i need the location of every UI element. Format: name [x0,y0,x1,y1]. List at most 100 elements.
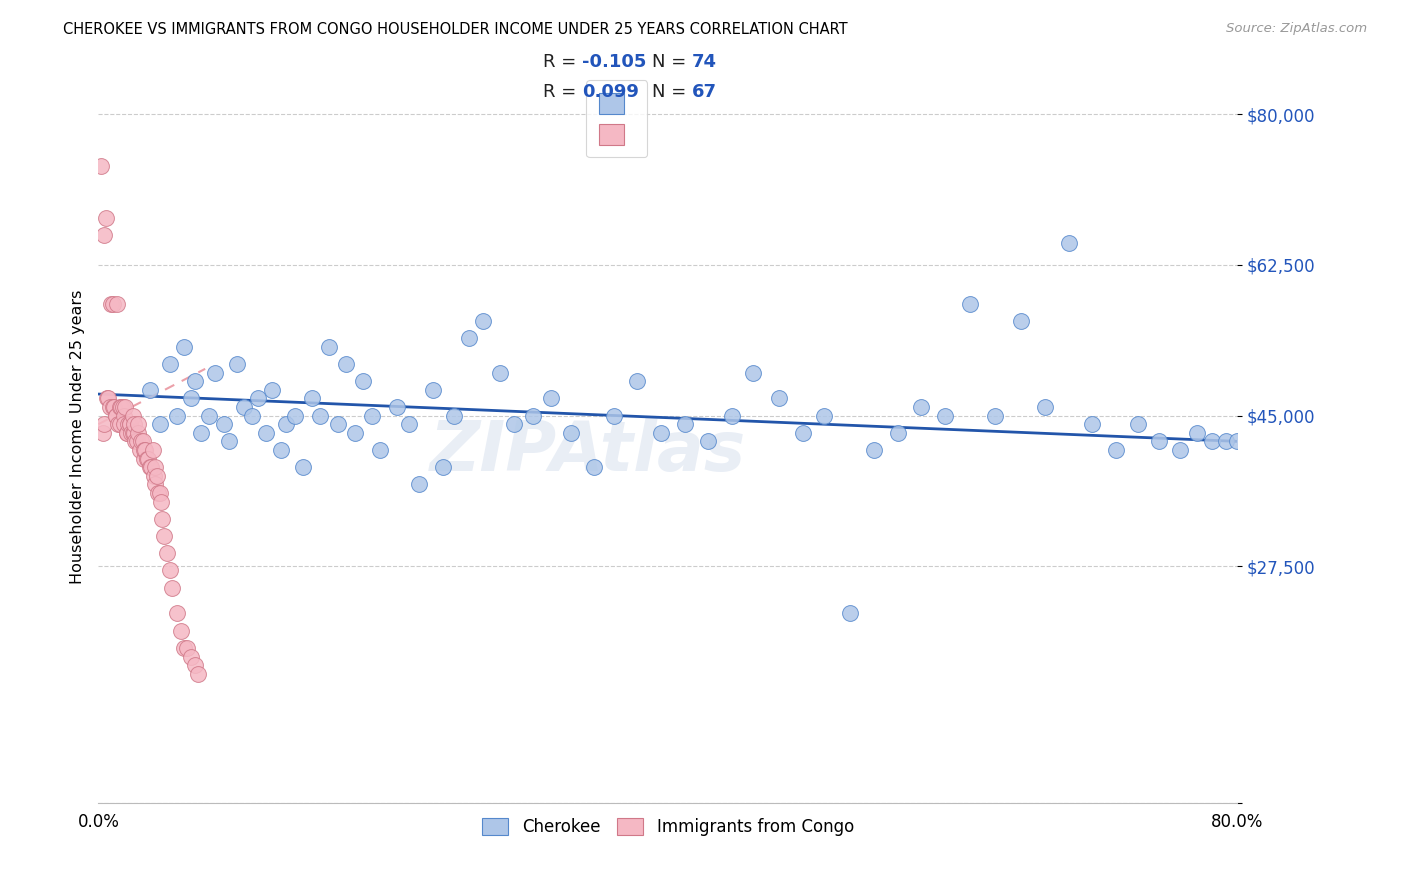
Point [398,417,420,432]
Point [443,409,465,423]
Point [540,392,562,406]
Point [152,512,174,526]
Point [246,392,269,406]
Point [1201,434,1223,449]
Point [326,417,349,432]
Point [603,409,626,423]
Point [792,425,814,440]
Point [107,417,129,432]
Point [139,460,162,475]
Point [1081,417,1104,432]
Point [212,417,235,432]
Point [1226,434,1249,449]
Point [127,425,149,440]
Point [170,624,193,638]
Point [301,392,323,406]
Point [127,417,149,432]
Point [98,400,121,414]
Point [422,383,444,397]
Text: 0.099: 0.099 [582,83,638,101]
Text: 74: 74 [692,54,717,71]
Point [146,468,169,483]
Point [1187,425,1209,440]
Point [145,477,167,491]
Point [138,383,160,397]
Point [432,460,454,475]
Point [90,159,112,173]
Point [863,442,886,457]
Point [560,425,582,440]
Point [582,460,605,475]
Point [887,425,910,440]
Point [1105,442,1128,457]
Point [101,296,124,310]
Text: ZIPAtlas: ZIPAtlas [430,418,747,485]
Text: Source: ZipAtlas.com: Source: ZipAtlas.com [1226,22,1367,36]
Point [292,460,315,475]
Point [166,607,188,621]
Point [284,409,307,423]
Point [270,442,292,457]
Point [225,357,247,371]
Point [1126,417,1149,432]
Point [159,564,181,578]
Point [489,366,512,380]
Text: CHEROKEE VS IMMIGRANTS FROM CONGO HOUSEHOLDER INCOME UNDER 25 YEARS CORRELATION : CHEROKEE VS IMMIGRANTS FROM CONGO HOUSEH… [63,22,848,37]
Point [121,425,143,440]
Point [110,400,132,414]
Point [121,409,143,423]
Point [959,296,981,310]
Point [141,442,163,457]
Point [162,581,184,595]
Point [149,486,172,500]
Point [114,400,136,414]
Point [135,451,157,466]
Point [984,409,1007,423]
Legend: Cherokee, Immigrants from Congo: Cherokee, Immigrants from Congo [474,809,862,844]
Point [180,392,202,406]
Point [145,460,167,475]
Text: N =: N = [652,54,692,71]
Point [471,314,494,328]
Point [742,366,765,380]
Point [335,357,357,371]
Point [153,529,176,543]
Point [522,409,544,423]
Point [159,357,181,371]
Point [148,486,170,500]
Point [117,417,139,432]
Point [309,409,332,423]
Point [111,400,134,414]
Point [120,425,142,440]
Point [112,409,135,423]
Point [626,374,648,388]
Point [240,409,263,423]
Point [408,477,430,491]
Point [673,417,696,432]
Y-axis label: Householder Income Under 25 years: Householder Income Under 25 years [69,290,84,584]
Point [104,409,127,423]
Text: R =: R = [543,83,582,101]
Point [115,425,138,440]
Point [96,392,118,406]
Point [180,649,202,664]
Point [138,460,160,475]
Point [105,296,128,310]
Point [1215,434,1237,449]
Point [166,409,188,423]
Point [650,425,672,440]
Point [218,434,240,449]
Point [204,366,226,380]
Point [134,442,156,457]
Point [124,434,146,449]
Text: R =: R = [543,54,582,71]
Point [190,425,212,440]
Point [108,400,131,414]
Point [118,417,141,432]
Point [112,417,135,432]
Point [262,383,284,397]
Point [104,409,127,423]
Point [839,607,862,621]
Point [1033,400,1056,414]
Text: 67: 67 [692,83,717,101]
